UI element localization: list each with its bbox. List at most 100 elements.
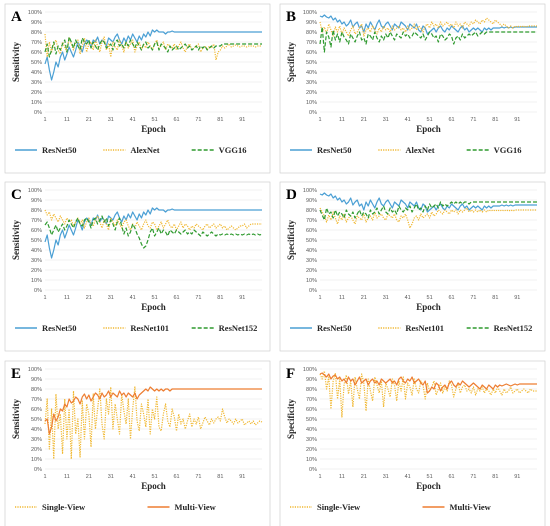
x-tick-label: 51	[152, 295, 158, 301]
y-tick-label: 30%	[306, 258, 317, 264]
x-tick-label: 1	[43, 117, 46, 123]
y-tick-label: 20%	[31, 447, 42, 453]
panel-frame	[279, 360, 546, 526]
x-tick-label: 21	[86, 117, 92, 123]
panel-frame	[4, 360, 271, 526]
x-tick-label: 71	[470, 474, 476, 480]
legend-label: ResNet101	[130, 323, 169, 333]
y-tick-label: 70%	[31, 40, 42, 46]
x-tick-label: 81	[217, 295, 223, 301]
x-tick-label: 61	[173, 295, 179, 301]
x-axis-title: Epoch	[416, 124, 441, 134]
y-tick-label: 50%	[306, 238, 317, 244]
chart-panel-f: F0%10%20%30%40%50%60%70%80%90%100%1 11 21 3…	[279, 360, 546, 526]
x-tick-label: 1	[318, 117, 321, 123]
panel-frame	[279, 181, 546, 352]
x-tick-label: 41	[130, 295, 136, 301]
legend-label: ResNet50	[42, 145, 76, 155]
chart-panel-a: A0%10%20%30%40%50%60%70%80%90%100%1 11 21 3…	[4, 3, 271, 174]
y-tick-label: 20%	[306, 268, 317, 274]
y-tick-label: 30%	[31, 258, 42, 264]
x-tick-label: 31	[108, 295, 114, 301]
x-tick-label: 31	[383, 117, 389, 123]
series-line-2	[319, 372, 537, 394]
x-tick-label: 61	[173, 117, 179, 123]
chart-panel-d: D0%10%20%30%40%50%60%70%80%90%100%1 11 21 3…	[279, 181, 546, 352]
legend-label: ResNet101	[405, 323, 444, 333]
x-tick-label: 31	[108, 117, 114, 123]
y-tick-label: 90%	[31, 20, 42, 26]
y-tick-label: 10%	[31, 278, 42, 284]
y-tick-label: 60%	[31, 407, 42, 413]
legend-label: ResNet50	[42, 323, 76, 333]
panel-letter: D	[286, 187, 297, 203]
y-tick-label: 100%	[28, 10, 42, 16]
y-tick-label: 50%	[31, 417, 42, 423]
legend-label: Multi-View	[175, 502, 217, 512]
y-tick-label: 80%	[31, 387, 42, 393]
panel-letter: E	[11, 366, 21, 382]
x-tick-label: 41	[130, 117, 136, 123]
series-line-3	[319, 201, 537, 221]
y-tick-label: 70%	[306, 218, 317, 224]
series-line-2	[44, 33, 262, 61]
x-tick-label: 61	[173, 474, 179, 480]
series-line-2	[319, 207, 537, 229]
x-axis-title: Epoch	[141, 124, 166, 134]
series-line-3	[44, 36, 262, 58]
y-tick-label: 0%	[309, 288, 317, 294]
y-tick-label: 90%	[306, 20, 317, 26]
y-tick-label: 90%	[31, 377, 42, 383]
x-tick-label: 81	[217, 474, 223, 480]
y-tick-label: 60%	[306, 407, 317, 413]
x-tick-label: 81	[492, 474, 498, 480]
legend-label: ResNet50	[317, 323, 351, 333]
x-tick-label: 1	[43, 474, 46, 480]
x-tick-label: 21	[361, 474, 367, 480]
chart-panel-b: B0%10%20%30%40%50%60%70%80%90%100%1 11 21 3…	[279, 3, 546, 174]
x-tick-label: 1	[43, 295, 46, 301]
x-tick-label: 41	[405, 117, 411, 123]
y-tick-label: 60%	[306, 228, 317, 234]
x-tick-label: 51	[427, 474, 433, 480]
y-tick-label: 60%	[31, 228, 42, 234]
x-tick-label: 21	[86, 295, 92, 301]
panel-letter: C	[11, 187, 22, 203]
x-tick-label: 11	[64, 117, 70, 123]
series-line-2	[44, 209, 262, 231]
legend-label: AlexNet	[130, 145, 159, 155]
y-tick-label: 20%	[306, 90, 317, 96]
y-tick-label: 20%	[306, 447, 317, 453]
y-tick-label: 0%	[309, 467, 317, 473]
y-tick-label: 40%	[31, 70, 42, 76]
y-tick-label: 0%	[34, 110, 42, 116]
y-tick-label: 40%	[306, 70, 317, 76]
y-tick-label: 10%	[31, 457, 42, 463]
x-axis-title: Epoch	[416, 481, 441, 491]
series-line-3	[319, 26, 537, 53]
y-tick-label: 90%	[306, 377, 317, 383]
y-tick-label: 100%	[303, 188, 317, 194]
legend-label: ResNet152	[219, 323, 258, 333]
x-tick-label: 91	[514, 117, 520, 123]
x-tick-label: 61	[448, 474, 454, 480]
x-tick-label: 11	[64, 295, 70, 301]
x-tick-label: 81	[492, 295, 498, 301]
y-tick-label: 70%	[31, 397, 42, 403]
y-tick-label: 50%	[31, 238, 42, 244]
y-tick-label: 80%	[31, 208, 42, 214]
chart-panel-e: E0%10%20%30%40%50%60%70%80%90%100%1 11 21 3…	[4, 360, 271, 526]
series-line-2	[44, 386, 262, 435]
x-tick-label: 51	[152, 474, 158, 480]
y-tick-label: 90%	[306, 198, 317, 204]
panel-letter: F	[286, 366, 295, 382]
y-tick-label: 90%	[31, 198, 42, 204]
y-tick-label: 0%	[34, 288, 42, 294]
x-tick-label: 21	[361, 117, 367, 123]
x-tick-label: 61	[448, 117, 454, 123]
legend-label: VGG16	[219, 145, 247, 155]
x-tick-label: 91	[239, 117, 245, 123]
x-tick-label: 71	[470, 295, 476, 301]
y-tick-label: 20%	[31, 268, 42, 274]
